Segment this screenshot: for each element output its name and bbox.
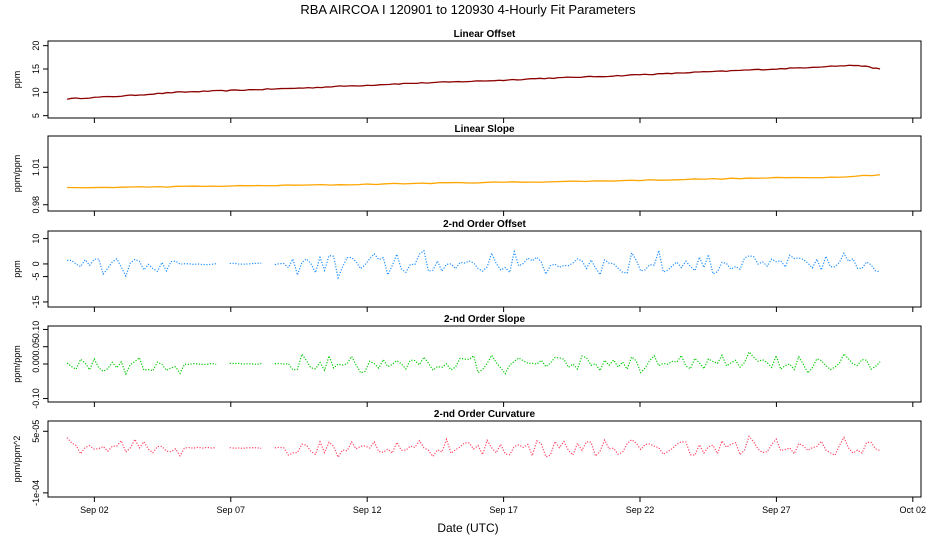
panel-title: 2-nd Order Curvature <box>434 409 536 420</box>
panel-2: Linear Slope 0.98 1.01 ppm/ppm <box>12 124 922 216</box>
x-axis-label: Date (UTC) <box>437 521 498 535</box>
y-tick-label: 0.05 <box>31 338 41 356</box>
y-tick-label: 10 <box>31 87 41 97</box>
x-tick-label: Sep 07 <box>217 505 246 515</box>
y-axis-label: ppm <box>12 71 22 89</box>
panel-title: Linear Offset <box>454 29 516 40</box>
panel-5: 2-nd Order Curvature -1e-04 5e-05 ppm/ppm^2 <box>12 409 922 506</box>
panel-frame <box>47 325 922 403</box>
panel-title: 2-nd Order Slope <box>444 314 526 325</box>
x-tick-label: Sep 27 <box>762 505 791 515</box>
y-axis-label: ppm/ppm^2 <box>12 436 22 483</box>
series-line <box>67 174 881 189</box>
series-line <box>66 437 217 457</box>
series-line <box>229 447 262 449</box>
panel-frame <box>47 40 922 119</box>
panel-title: 2-nd Order Offset <box>443 219 526 230</box>
y-tick-label: 5 <box>31 113 41 118</box>
panel-1: Linear Offset 5 10 15 20 ppm <box>12 29 922 123</box>
panel-frame <box>47 230 922 308</box>
series-line <box>229 262 262 265</box>
y-tick-label: 1.01 <box>31 158 41 176</box>
series-line <box>274 435 881 459</box>
chart-title: RBA AIRCOA I 120901 to 120930 4-Hourly F… <box>300 2 636 17</box>
x-tick-label: Sep 12 <box>353 505 382 515</box>
panel-4: 2-nd Order Slope -0.10 0.000.050.10 ppm/ppm <box>12 314 922 409</box>
series-line <box>229 362 262 366</box>
panel-title: Linear Slope <box>454 124 514 135</box>
y-tick-label: -0.10 <box>31 388 41 409</box>
series-line <box>66 64 881 100</box>
series-line <box>66 356 217 376</box>
y-axis-label: ppm <box>12 260 22 278</box>
y-tick-label: 0.10 <box>31 321 41 339</box>
x-tick-label: Sep 02 <box>80 505 109 515</box>
series-line <box>274 248 881 280</box>
x-tick-label: Oct 02 <box>900 505 927 515</box>
panel-frame <box>47 420 922 498</box>
y-tick-label: -15 <box>31 295 41 308</box>
y-tick-label: 20 <box>31 41 41 51</box>
x-tick-label: Sep 22 <box>626 505 655 515</box>
y-tick-label: 0.00 <box>31 355 41 373</box>
y-tick-label: 0.98 <box>31 196 41 214</box>
y-axis-label: ppm/ppm <box>12 155 22 193</box>
y-tick-label: 0 <box>31 261 41 266</box>
y-tick-label: 10 <box>31 234 41 244</box>
panel-3: 2-nd Order Offset -15 -5 0 10 ppm <box>12 219 922 312</box>
y-tick-label: -5 <box>31 273 41 281</box>
series-line <box>67 257 217 278</box>
series-line <box>274 350 881 375</box>
y-axis-label: ppm/ppm <box>12 345 22 383</box>
y-tick-label: 15 <box>31 64 41 74</box>
x-tick-label: Sep 17 <box>489 505 518 515</box>
panel-frame <box>47 135 922 212</box>
y-tick-label: 5e-05 <box>31 420 41 443</box>
y-tick-label: -1e-04 <box>31 480 41 506</box>
